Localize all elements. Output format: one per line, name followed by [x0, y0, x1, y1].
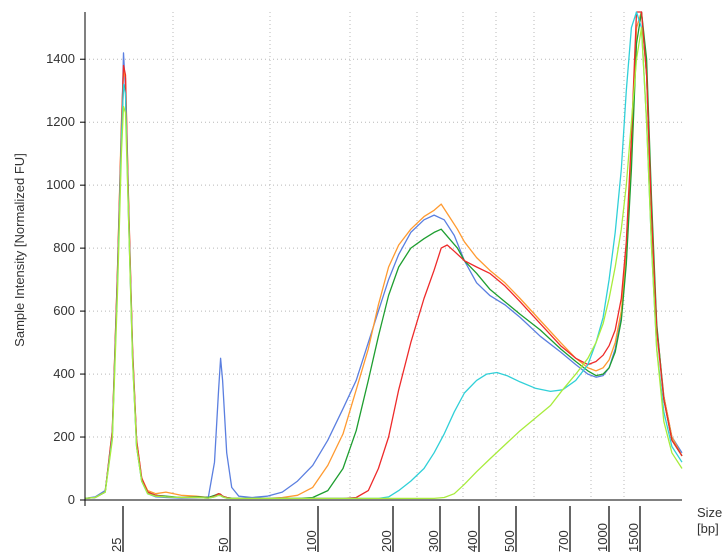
- gridlines: [85, 12, 682, 500]
- x-tick-label: 400: [465, 530, 480, 552]
- x-axis-title-line1: Size: [697, 505, 722, 520]
- x-tick-label: 25: [109, 538, 124, 552]
- y-tick-label: 1200: [46, 114, 75, 129]
- axes: [80, 12, 682, 552]
- x-tick-label: 700: [556, 530, 571, 552]
- series-line: [84, 11, 683, 500]
- x-tick-label: 1500: [626, 523, 641, 552]
- series-line: [84, 11, 683, 500]
- x-tick-label: 1000: [595, 523, 610, 552]
- x-tick-label: 300: [426, 530, 441, 552]
- x-tick-label: 100: [304, 530, 319, 552]
- series-layer: [84, 11, 683, 500]
- y-tick-label: 1400: [46, 51, 75, 66]
- y-tick-label: 200: [53, 429, 75, 444]
- x-tick-label: 200: [379, 530, 394, 552]
- y-tick-labels: 0 200 400 600 800 1000 1200 1400: [46, 51, 75, 507]
- x-tick-labels: 25 50 100 200 300 400 500 700 1000 1500: [109, 523, 641, 552]
- y-tick-label: 600: [53, 303, 75, 318]
- x-axis-title-line2: [bp]: [697, 521, 719, 536]
- x-tick-label: 50: [216, 538, 231, 552]
- y-tick-label: 0: [68, 492, 75, 507]
- y-axis-title: Sample Intensity [Normalized FU]: [12, 153, 27, 347]
- y-tick-label: 1000: [46, 177, 75, 192]
- x-tick-label: 500: [502, 530, 517, 552]
- series-line: [84, 11, 683, 500]
- y-tick-label: 800: [53, 240, 75, 255]
- y-tick-label: 400: [53, 366, 75, 381]
- series-line: [84, 11, 683, 500]
- series-line: [84, 11, 683, 500]
- series-line: [84, 27, 683, 500]
